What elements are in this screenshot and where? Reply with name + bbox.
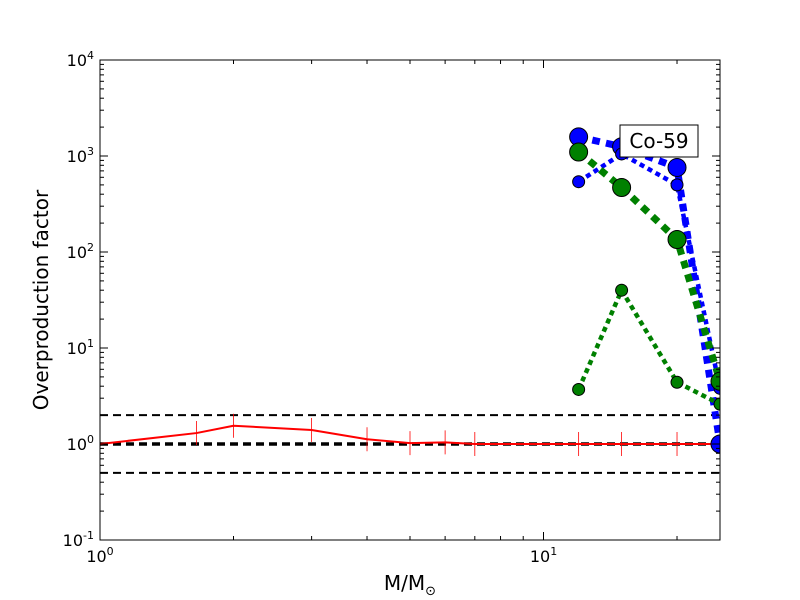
y-tick-label-2: 100 — [67, 433, 94, 454]
x-tick-label-base-1: 10 — [86, 547, 106, 566]
y-tick-label-exp-5: 3 — [87, 145, 94, 158]
y-tick-label-6: 104 — [67, 49, 94, 70]
series-3-point-3 — [670, 178, 684, 192]
x-tick-label-base-2: 10 — [530, 547, 550, 566]
annotation-label: Co-59 — [629, 129, 688, 153]
y-tick-label-exp-2: 0 — [87, 433, 94, 446]
annotation-box: Co-59 — [619, 124, 699, 158]
x-axis-label: M/M⊙ — [384, 571, 436, 599]
series-5-point-4 — [713, 397, 720, 411]
x-axis-label-sub: ⊙ — [425, 584, 436, 599]
y-axis-label: Overproduction factor — [29, 189, 53, 410]
y-tick-label-base-5: 10 — [67, 147, 87, 166]
series-4-point-3 — [667, 229, 687, 249]
y-tick-label-4: 102 — [67, 241, 94, 262]
x-tick-label-exp-2: 1 — [550, 545, 557, 558]
y-tick-label-3: 101 — [67, 337, 94, 358]
series-3-line — [577, 151, 720, 389]
series-1-line — [100, 424, 720, 445]
series-5 — [572, 283, 720, 411]
y-tick-label-1: 10-1 — [63, 529, 94, 550]
series-3-point-1 — [572, 175, 586, 189]
series-4-point-2 — [612, 177, 632, 197]
annotation-box-frame — [619, 124, 699, 158]
x-axis-label-main: M/M — [384, 571, 425, 595]
series-4-point-1 — [569, 142, 589, 162]
y-tick-label-base-6: 10 — [67, 51, 87, 70]
series-1 — [100, 413, 720, 456]
y-tick-label-exp-3: 1 — [87, 337, 94, 350]
series-5-point-2 — [615, 283, 629, 297]
series-4 — [569, 142, 720, 391]
y-tick-label-base-4: 10 — [67, 243, 87, 262]
series-5-point-1 — [572, 382, 586, 396]
y-tick-label-exp-4: 2 — [87, 241, 94, 254]
series-5-point-3 — [670, 375, 684, 389]
y-tick-label-base-2: 10 — [67, 435, 87, 454]
series-2-point-3 — [667, 157, 687, 177]
x-tick-label-2: 101 — [530, 545, 557, 566]
y-tick-label-5: 103 — [67, 145, 94, 166]
x-tick-label-1: 100 — [86, 545, 113, 566]
y-tick-label-base-1: 10 — [63, 531, 83, 550]
series-layer — [100, 127, 720, 456]
y-tick-label-exp-6: 4 — [87, 49, 94, 62]
y-tick-label-exp-1: -1 — [83, 529, 94, 542]
y-tick-label-base-3: 10 — [67, 339, 87, 358]
plot-frame — [99, 59, 721, 541]
x-tick-label-exp-1: 0 — [107, 545, 114, 558]
series-5-line — [576, 287, 720, 407]
